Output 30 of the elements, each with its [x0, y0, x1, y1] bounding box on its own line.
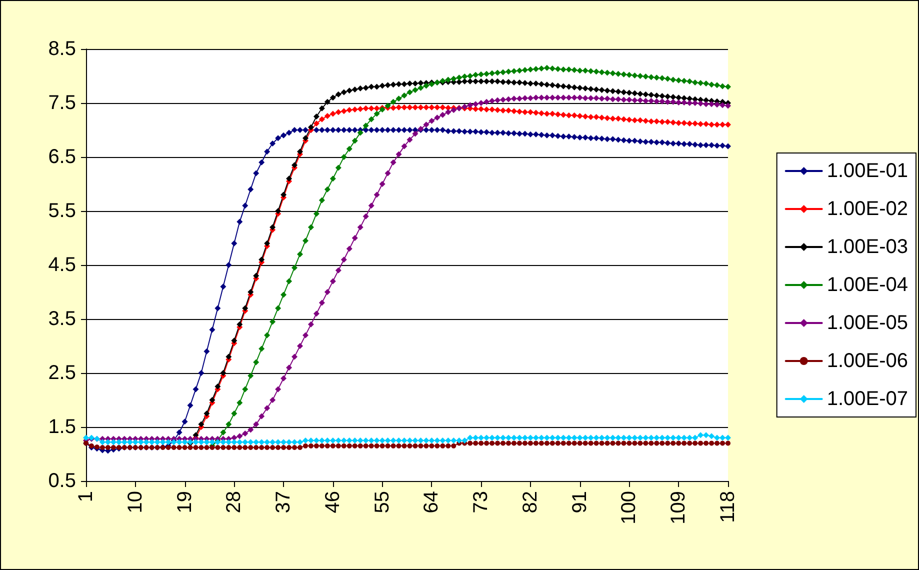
x-tick-label: 73: [470, 491, 492, 514]
x-tick-label: 37: [272, 491, 295, 514]
x-tick-label: 64: [420, 491, 443, 514]
legend-label: 1.00E-02: [826, 198, 908, 220]
legend-label: 1.00E-01: [826, 160, 908, 182]
x-tick-label: 118: [717, 491, 739, 523]
x-tick-label: 109: [668, 491, 690, 524]
x-tick-label: 100: [618, 491, 640, 524]
legend-label: 1.00E-05: [826, 312, 908, 334]
x-tick-label: 28: [223, 491, 246, 514]
x-tick-label: 82: [519, 491, 542, 514]
y-tick-label: 4.5: [48, 254, 76, 276]
x-tick-label: 46: [322, 491, 344, 514]
y-tick-label: 3.5: [48, 308, 76, 330]
x-tick-label: 55: [371, 491, 394, 514]
y-tick-label: 7.5: [48, 92, 76, 114]
legend-label: 1.00E-07: [826, 388, 908, 410]
x-tick-label: 10: [124, 491, 146, 514]
y-tick-label: 2.5: [48, 362, 76, 384]
x-tick-label: 19: [174, 491, 196, 514]
y-tick-label: 1.5: [48, 416, 76, 438]
legend-label: 1.00E-06: [826, 350, 908, 372]
y-tick-label: 0.5: [48, 470, 76, 492]
legend-label: 1.00E-04: [826, 274, 908, 296]
x-tick-label: 91: [568, 491, 591, 514]
y-tick-label: 6.5: [48, 146, 76, 168]
y-tick-label: 8.5: [48, 38, 76, 60]
legend-label: 1.00E-03: [826, 236, 908, 258]
x-tick-label: 1: [75, 491, 97, 502]
y-tick-label: 5.5: [48, 200, 76, 222]
